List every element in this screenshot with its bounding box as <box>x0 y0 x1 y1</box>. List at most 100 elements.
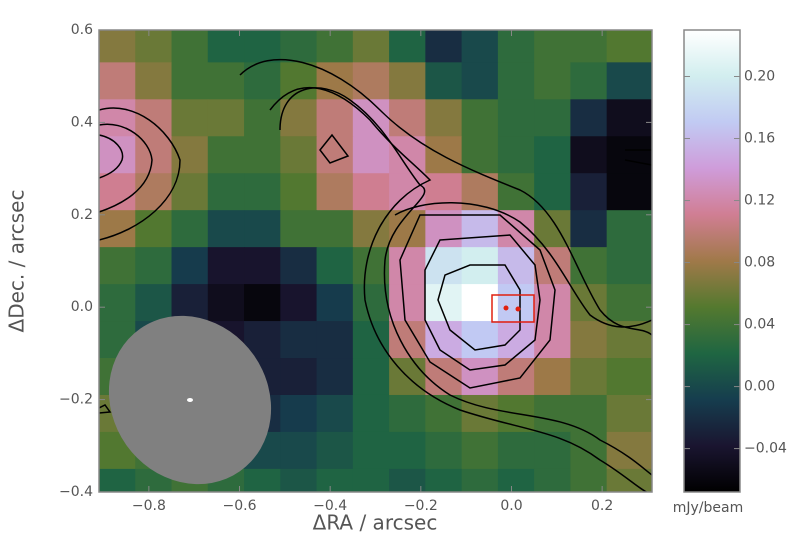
heat-cell <box>135 136 173 174</box>
heat-cell <box>497 247 535 285</box>
heat-cell <box>280 210 318 248</box>
heat-cell <box>497 62 535 100</box>
heat-cell <box>171 284 209 322</box>
heat-cell <box>171 62 209 100</box>
heat-cell <box>207 284 245 322</box>
heat-cell <box>425 173 463 211</box>
heat-cell <box>316 284 354 322</box>
heat-cell <box>425 468 463 492</box>
heat-cell <box>425 394 463 433</box>
heat-cell <box>135 62 173 100</box>
heat-cell <box>171 247 209 285</box>
heat-cell <box>497 321 535 359</box>
heat-cell <box>461 210 499 248</box>
contour <box>99 107 181 241</box>
heat-cell <box>316 321 354 359</box>
heat-cell <box>244 210 281 248</box>
contours <box>99 58 652 492</box>
heat-cell <box>497 136 535 174</box>
heat-cell <box>570 62 608 100</box>
heat-cell <box>352 30 390 63</box>
y-tick-label: 0.4 <box>71 114 93 130</box>
colorbar-tick-label: 0.12 <box>744 193 775 209</box>
y-axis-label: ΔDec. / arcsec <box>5 190 29 333</box>
heat-cell <box>316 431 354 470</box>
heat-cell <box>99 284 136 322</box>
heat-cell <box>135 210 173 248</box>
heat-cell <box>244 247 281 285</box>
x-tick-label: −0.8 <box>132 498 166 514</box>
heat-cell <box>389 99 426 137</box>
heat-cell <box>171 30 209 63</box>
heat-cell <box>280 247 318 285</box>
heat-cell <box>135 99 173 137</box>
heat-cell <box>171 99 209 137</box>
heat-cell <box>425 99 463 137</box>
x-axis-label: ΔRA / arcsec <box>313 511 438 535</box>
heat-cell <box>135 173 173 211</box>
heat-cell <box>606 247 652 285</box>
heat-cell <box>316 210 354 248</box>
heat-cell <box>280 321 318 359</box>
heat-cell <box>207 173 245 211</box>
heat-cell <box>461 99 499 137</box>
x-tick-label: −0.4 <box>313 498 347 514</box>
heat-cell <box>244 136 281 174</box>
contour <box>437 264 521 351</box>
heat-cell <box>316 468 354 492</box>
heat-cell <box>207 99 245 137</box>
y-tick-label: 0.2 <box>71 207 93 223</box>
heat-cell <box>534 358 571 396</box>
heat-cell <box>497 284 535 322</box>
contour <box>99 86 648 492</box>
heat-cell <box>316 247 354 285</box>
heat-cell <box>316 358 354 396</box>
heat-cell <box>534 30 571 63</box>
heat-cell <box>244 173 281 211</box>
colorbar-label: mJy/beam <box>673 500 744 516</box>
heat-cell <box>207 62 245 100</box>
heat-cell <box>207 30 245 63</box>
heat-cell <box>570 247 608 285</box>
heat-cell <box>570 321 608 359</box>
heat-cell <box>280 284 318 322</box>
heat-cell <box>425 30 463 63</box>
heat-cell <box>461 468 499 492</box>
heat-cell <box>389 30 426 63</box>
heat-cell <box>316 30 354 63</box>
heat-cell <box>244 99 281 137</box>
contour <box>399 214 556 389</box>
heat-cell <box>534 99 571 137</box>
heat-cell <box>606 30 652 63</box>
heat-cell <box>570 210 608 248</box>
heat-cell <box>425 358 463 396</box>
heat-cell <box>534 394 571 433</box>
plot-frame <box>98 29 653 493</box>
heat-cell <box>570 394 608 433</box>
heat-cell <box>135 30 173 63</box>
heat-cell <box>280 173 318 211</box>
heat-cell <box>606 358 652 396</box>
colorbar <box>683 29 741 493</box>
heat-cell <box>570 99 608 137</box>
heat-cell <box>171 173 209 211</box>
heat-cell <box>606 99 652 137</box>
heat-cell <box>570 173 608 211</box>
heat-cell <box>606 62 652 100</box>
heat-cell <box>244 62 281 100</box>
heat-cell <box>389 247 426 285</box>
heat-cell <box>352 431 390 470</box>
heat-cell <box>534 431 571 470</box>
heat-cell <box>389 468 426 492</box>
heat-cell <box>534 247 571 285</box>
heat-cell <box>389 394 426 433</box>
heat-cell <box>461 284 499 322</box>
heat-cell <box>461 431 499 470</box>
colorbar-tick-label: 0.16 <box>744 131 775 147</box>
colorbar-tick-label: −0.04 <box>744 441 787 457</box>
colorbar-tick-label: 0.04 <box>744 317 775 333</box>
heat-cell <box>244 284 281 322</box>
heat-cell <box>352 358 390 396</box>
